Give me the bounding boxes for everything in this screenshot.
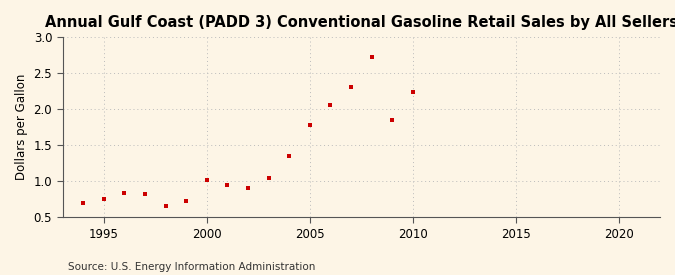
Point [201,178,212,183]
Point [304,123,315,127]
Point [181,199,192,204]
Point [284,154,294,158]
Point [160,204,171,209]
Point [387,118,398,122]
Point [325,102,335,107]
Point [119,191,130,195]
Point [346,85,356,89]
Point [263,175,274,180]
Point [140,192,151,196]
Point [408,89,418,94]
Text: Source: U.S. Energy Information Administration: Source: U.S. Energy Information Administ… [68,262,315,271]
Point [367,55,377,59]
Point [222,183,233,187]
Point [99,197,109,202]
Point [242,186,253,191]
Title: Annual Gulf Coast (PADD 3) Conventional Gasoline Retail Sales by All Sellers: Annual Gulf Coast (PADD 3) Conventional … [45,15,675,30]
Point [78,201,88,205]
Y-axis label: Dollars per Gallon: Dollars per Gallon [15,74,28,180]
